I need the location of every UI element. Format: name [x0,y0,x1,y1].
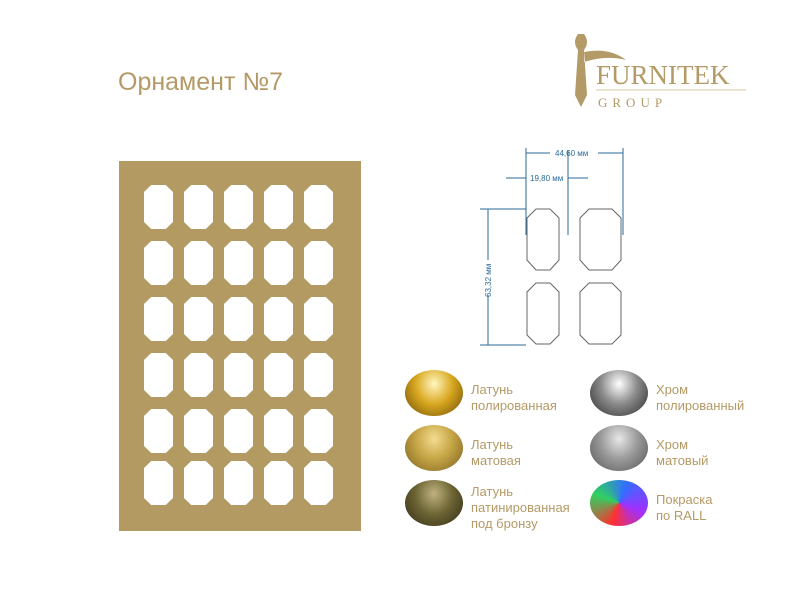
ornament-cutout [224,241,253,285]
ornament-cutout [144,353,173,397]
finish-label: Хром полированный [656,382,745,413]
dimension-drawing: 44,60 мм 19,80 мм 63,32 мм [480,148,624,346]
ornament-cutout [184,297,213,341]
cell-outline [579,282,622,345]
ornament-cutout [264,185,293,229]
ornament-cutout [304,353,333,397]
ornament-cutout [264,297,293,341]
ornament-cutout [184,241,213,285]
finish-swatch [590,480,648,526]
finish-label: Латунь патинированная под бронзу [471,484,570,531]
svg-text:GROUP: GROUP [598,95,667,110]
finish-swatch [405,480,463,526]
page-title: Орнамент №7 [118,68,284,96]
ornament-cutout [224,185,253,229]
finish-swatch [405,370,463,416]
cell-outline [526,208,560,271]
ornament-cutout [224,461,253,505]
ornament-cutout [304,297,333,341]
ornament-cutout [224,353,253,397]
ornament-cutout [264,353,293,397]
cell-width-dimension: 19,80 мм [530,174,563,183]
ornament-cutout [224,409,253,453]
height-dimension: 63,32 мм [484,264,493,297]
ornament-cutout [144,409,173,453]
furnitek-logo: FURNITEK GROUP [575,34,746,110]
finish-swatch [590,370,648,416]
ornament-cutout [304,409,333,453]
finish-label: Латунь полированная [471,382,557,413]
cell-outline [579,208,622,271]
ornament-cutout [304,461,333,505]
finish-label: Латунь матовая [471,437,521,468]
ornament-cutout [144,297,173,341]
ornament-cutout [304,241,333,285]
ornament-cutout [144,461,173,505]
finish-swatch [405,425,463,471]
ornament-cutout [184,353,213,397]
ornament-cutout [184,461,213,505]
ornament-cutout [144,241,173,285]
ornament-panel [119,161,361,531]
ornament-cutout [184,185,213,229]
ornament-cutout [304,185,333,229]
svg-text:FURNITEK: FURNITEK [596,60,730,90]
ornament-cutout [144,185,173,229]
ornament-cutout [264,409,293,453]
finish-label: Хром матовый [656,437,709,468]
ornament-cutout [184,409,213,453]
ornament-cutout [264,241,293,285]
ornament-cutout [224,297,253,341]
ornament-cutout [264,461,293,505]
total-width-dimension: 44,60 мм [555,149,588,158]
finish-swatch [590,425,648,471]
finish-label: Покраска по RALL [656,492,713,523]
cell-outline [526,282,560,345]
